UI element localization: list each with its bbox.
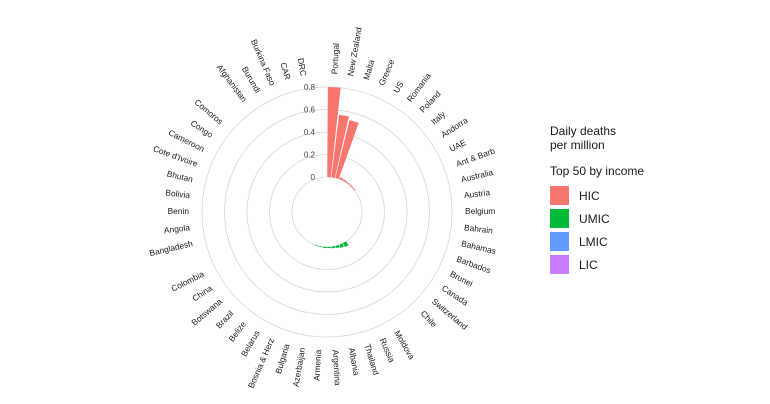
category-label: Bangladesh — [148, 238, 194, 258]
legend-key — [550, 232, 569, 251]
radial-tick-label: 0 — [311, 173, 316, 182]
bar — [315, 244, 319, 247]
radial-tick-label: 0.4 — [304, 128, 316, 137]
category-label: Albania — [347, 347, 362, 377]
grid-ring — [291, 176, 363, 248]
bar — [339, 177, 344, 181]
bar — [335, 120, 359, 180]
category-label: Congo — [189, 118, 215, 140]
grid-ring — [201, 86, 453, 338]
category-label: Belarus — [239, 329, 262, 359]
legend: Daily deaths per million Top 50 by income… — [550, 124, 750, 276]
grid-ring — [269, 154, 385, 270]
radial-tick-labels: 0 0.2 0.4 0.6 0.8 — [304, 83, 316, 182]
bar — [331, 114, 349, 178]
bar — [342, 241, 349, 248]
category-label: UAE — [448, 137, 468, 154]
bar — [339, 243, 344, 248]
category-label: DRC — [296, 57, 309, 77]
legend-label: LMIC — [579, 234, 608, 249]
legend-item: UMIC — [550, 207, 750, 230]
bar — [327, 87, 341, 178]
category-label: Azerbaijan — [290, 347, 307, 388]
bar — [327, 246, 331, 249]
legend-label: LIC — [579, 257, 598, 272]
legend-title-line: per million — [550, 138, 605, 152]
category-label: Argentina — [331, 349, 343, 386]
legend-title: Daily deaths per million — [550, 124, 750, 152]
legend-items: HIC UMIC LMIC LIC — [550, 184, 750, 276]
legend-item: LIC — [550, 253, 750, 276]
category-label: Bulgaria — [273, 342, 291, 375]
bar — [319, 246, 323, 248]
category-label: Brunei — [448, 269, 474, 289]
category-label: Australia — [460, 167, 494, 184]
bar — [349, 184, 354, 188]
category-label: Brazil — [214, 308, 236, 330]
category-label: Angola — [163, 222, 190, 235]
category-label: New Zealand — [345, 26, 363, 77]
bar — [331, 246, 336, 249]
category-label: Bolivia — [165, 187, 191, 200]
category-label: Russia — [378, 336, 397, 364]
bar — [335, 244, 340, 249]
legend-label: HIC — [579, 188, 600, 203]
legend-item: LMIC — [550, 230, 750, 253]
category-label: Bahamas — [460, 238, 497, 256]
category-label: Greece — [376, 57, 396, 86]
bar — [342, 179, 347, 183]
legend-label: UMIC — [579, 211, 610, 226]
category-label: CAR — [278, 61, 293, 81]
category-label: Bhutan — [166, 168, 194, 184]
category-label: Malta — [361, 58, 377, 81]
grid-ring — [224, 109, 430, 315]
category-label: Italy — [429, 108, 448, 126]
grid-rings — [201, 86, 453, 338]
legend-item: HIC — [550, 184, 750, 207]
legend-key — [550, 209, 569, 228]
radial-tick-label: 0.6 — [304, 106, 316, 115]
legend-title-line: Daily deaths — [550, 124, 617, 138]
category-label: Portugal — [329, 43, 341, 75]
legend-key — [550, 255, 569, 274]
legend-subtitle: Top 50 by income — [550, 164, 645, 178]
category-label: Thailand — [363, 343, 382, 377]
legend-key — [550, 186, 569, 205]
category-label: Bahrain — [464, 222, 494, 235]
radial-tick-label: 0.8 — [304, 83, 316, 92]
category-label: Belgium — [465, 206, 495, 216]
category-label: Armenia — [311, 349, 323, 381]
category-label: Benin — [168, 206, 190, 216]
bar — [323, 246, 327, 249]
category-label: Chile — [419, 308, 440, 329]
bars — [292, 87, 362, 249]
category-label: China — [190, 283, 214, 304]
category-label: Austria — [463, 187, 490, 200]
radial-tick-label: 0.2 — [304, 151, 316, 160]
category-label: Belize — [226, 319, 248, 344]
grid-ring — [246, 131, 408, 293]
category-label: US — [391, 79, 406, 94]
bar — [346, 181, 351, 186]
bar — [352, 187, 356, 191]
